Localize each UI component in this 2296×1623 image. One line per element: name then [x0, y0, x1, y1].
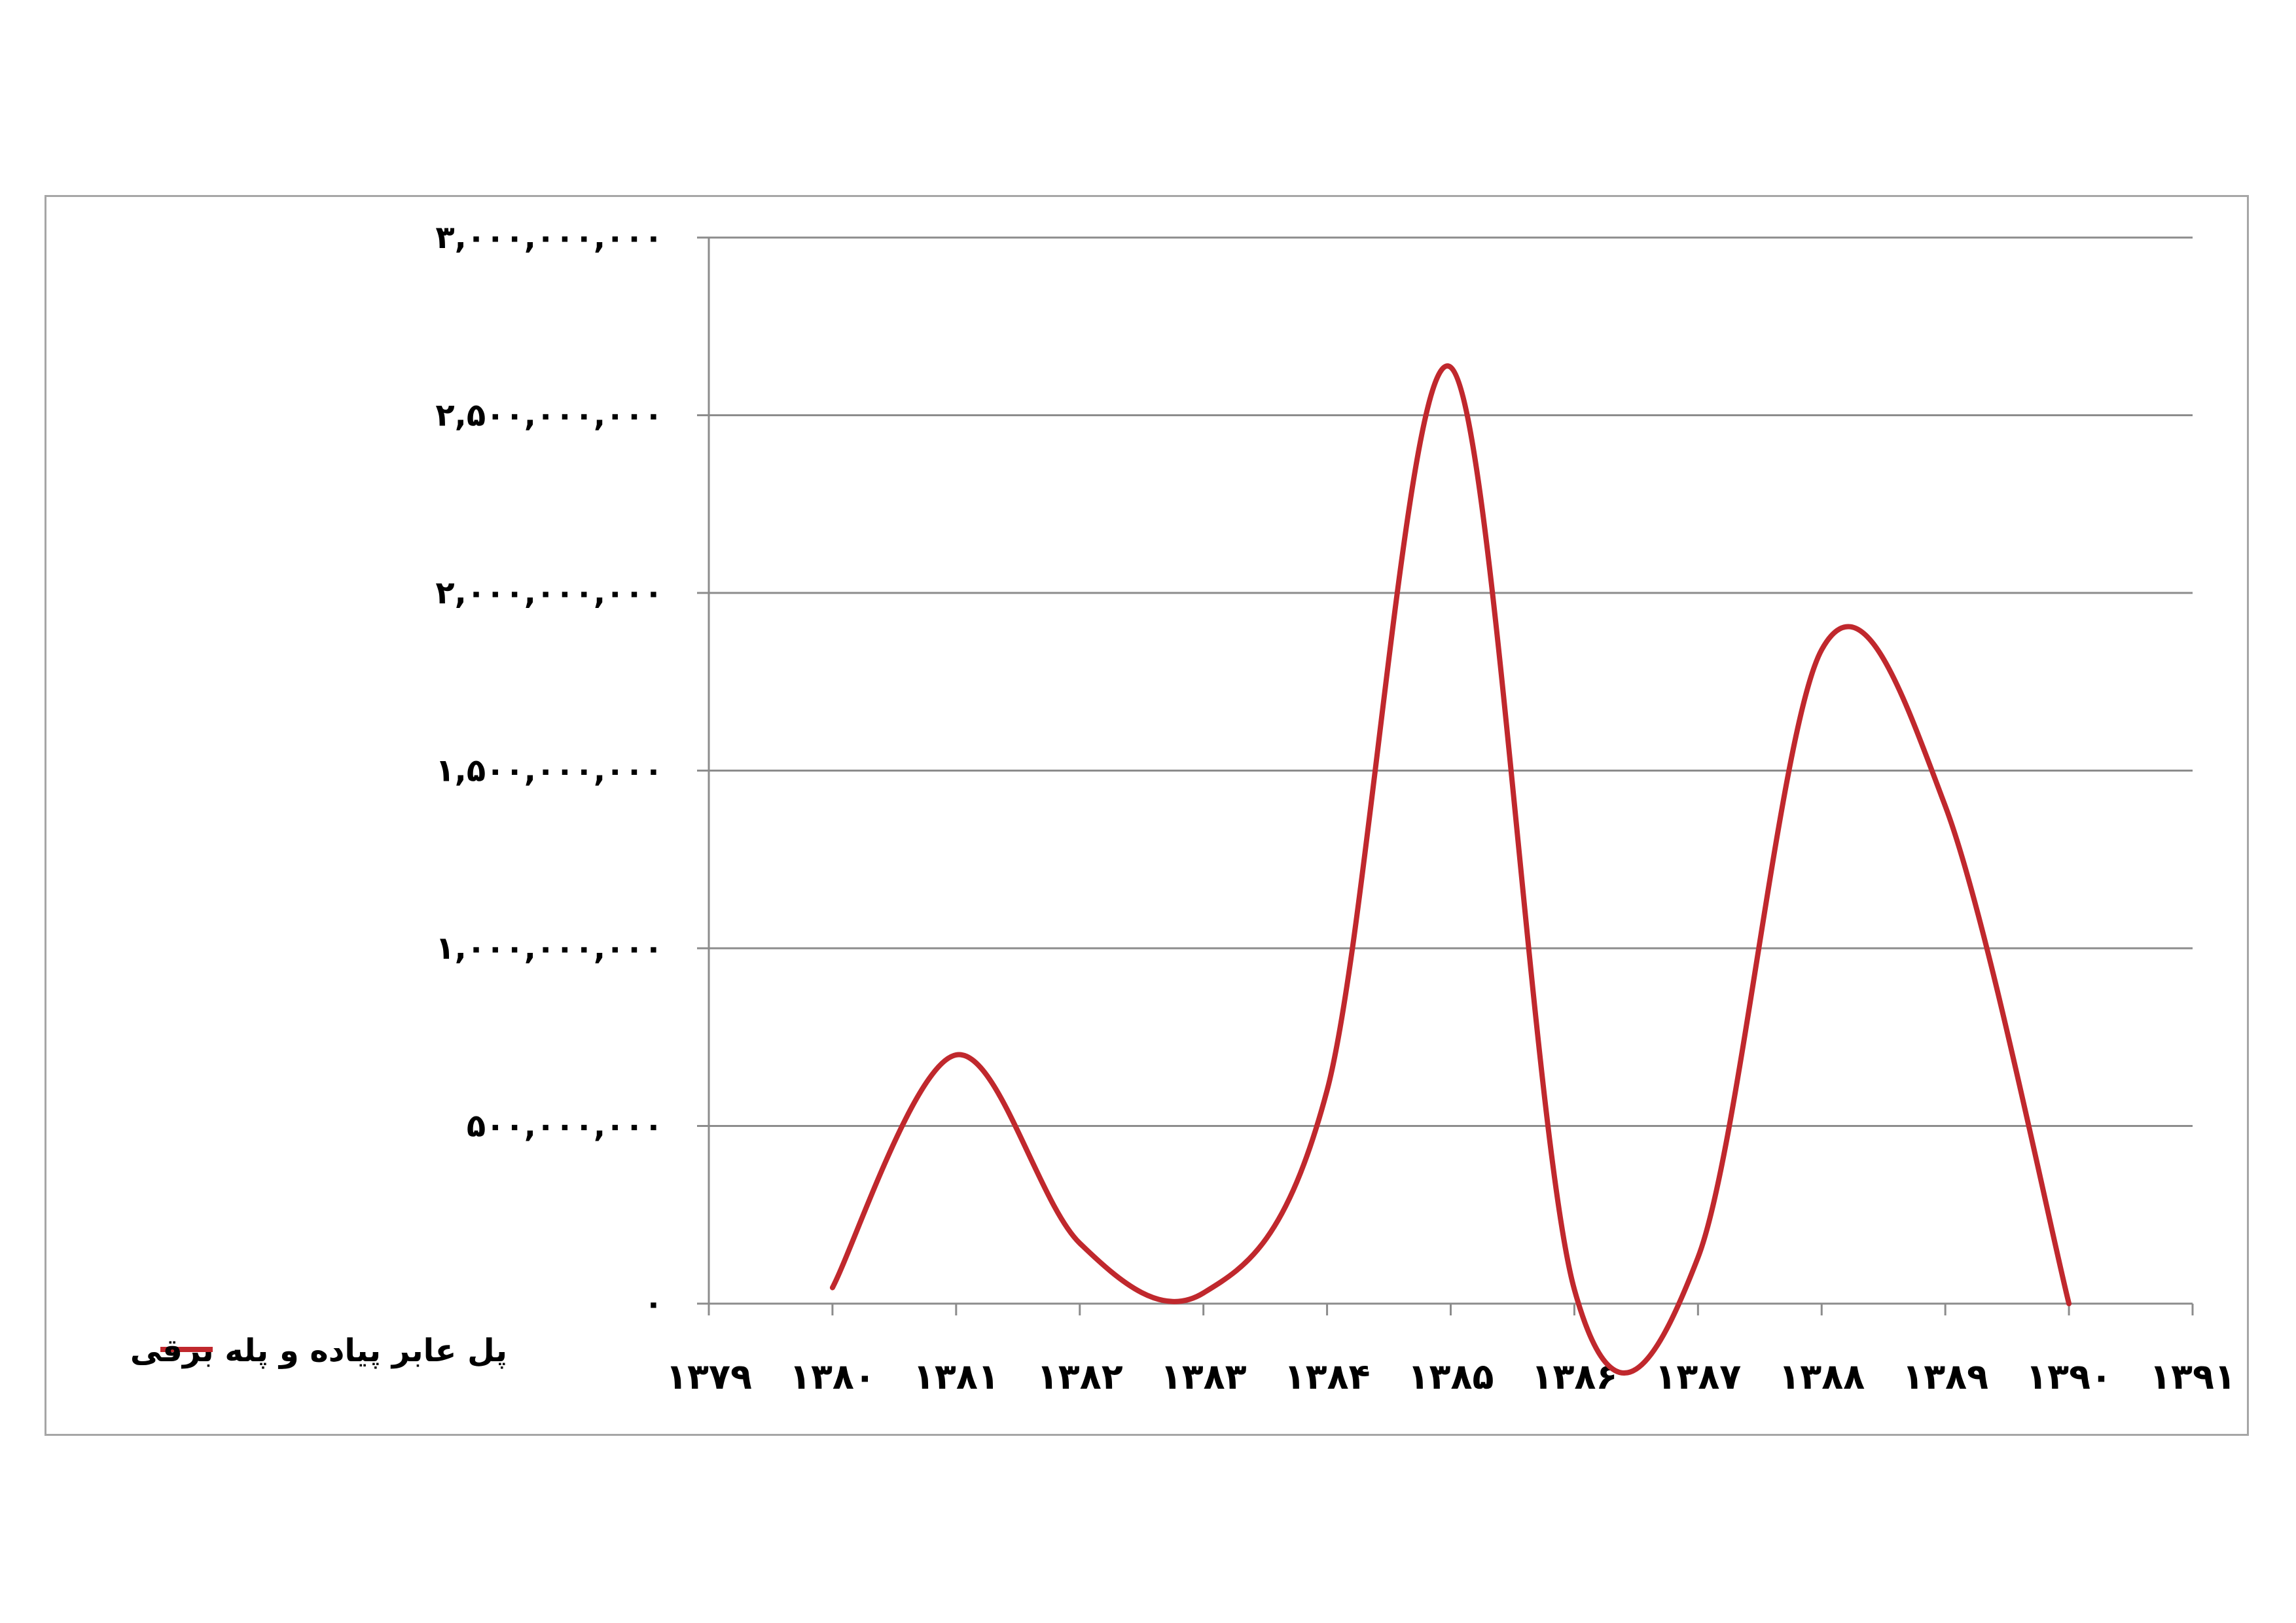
data-point: [1077, 1241, 1083, 1246]
x-tick-label: ۱۳۹۱: [2149, 1356, 2236, 1397]
x-tick-label: ۱۳۸۱: [913, 1356, 999, 1397]
series-lines: [829, 363, 2072, 1376]
data-point: [1695, 1255, 1700, 1260]
x-tick-label: ۱۳۸۵: [1408, 1356, 1494, 1397]
y-axis-tick-labels: ۰ ۵۰۰,۰۰۰,۰۰۰ ۱,۰۰۰,۰۰۰,۰۰۰ ۱,۵۰۰,۰۰۰,۰۰۰ ۲,…: [435, 219, 663, 1322]
data-point: [2066, 1301, 2072, 1306]
data-point: [1819, 647, 1824, 652]
y-tick-label: ۳,۰۰۰,۰۰۰,۰۰۰: [435, 219, 663, 256]
data-point: [954, 1052, 959, 1058]
legend: پل عابر پیاده و پله برقی: [130, 1332, 507, 1369]
data-point: [1201, 1291, 1206, 1296]
data-point: [1448, 365, 1454, 370]
x-tick-label: ۱۳۸۹: [1902, 1356, 1988, 1397]
data-point: [1571, 1287, 1577, 1292]
x-axis-tick-labels: ۱۳۷۹ ۱۳۸۰ ۱۳۸۱ ۱۳۸۲ ۱۳۸۳ ۱۳۸۴ ۱۳۸۵ ۱۳۸۶ ۱۳۸۷ ۱۳۸۸…: [666, 1356, 2236, 1397]
x-tick-label: ۱۳۸۷: [1655, 1356, 1741, 1397]
y-tick-label: ۰: [644, 1285, 663, 1322]
x-tick-label: ۱۳۸۲: [1037, 1356, 1123, 1397]
data-point: [1943, 804, 1948, 809]
x-tick-label: ۱۳۹۰: [2026, 1356, 2112, 1397]
legend-label: پل عابر پیاده و پله برقی: [130, 1332, 507, 1369]
x-tick-label: ۱۳۸۸: [1778, 1356, 1865, 1397]
axes: [697, 236, 2194, 1315]
series-line-0: [829, 363, 2072, 1376]
x-tick-label: ۱۳۸۴: [1284, 1356, 1371, 1397]
y-tick-label: ۵۰۰,۰۰۰,۰۰۰: [467, 1108, 663, 1145]
y-tick-label: ۱,۰۰۰,۰۰۰,۰۰۰: [435, 930, 663, 967]
y-tick-label: ۱,۵۰۰,۰۰۰,۰۰۰: [435, 753, 663, 789]
gridlines: [709, 236, 2193, 1127]
data-point: [1325, 1088, 1330, 1093]
x-tick-label: ۱۳۷۹: [666, 1356, 752, 1397]
data-point: [830, 1285, 835, 1291]
x-tick-label: ۱۳۸۰: [789, 1356, 876, 1397]
y-tick-label: ۲,۰۰۰,۰۰۰,۰۰۰: [435, 575, 663, 611]
y-tick-label: ۲,۵۰۰,۰۰۰,۰۰۰: [435, 397, 663, 434]
x-tick-label: ۱۳۸۳: [1160, 1356, 1247, 1397]
chart-frame: [45, 195, 2249, 1436]
